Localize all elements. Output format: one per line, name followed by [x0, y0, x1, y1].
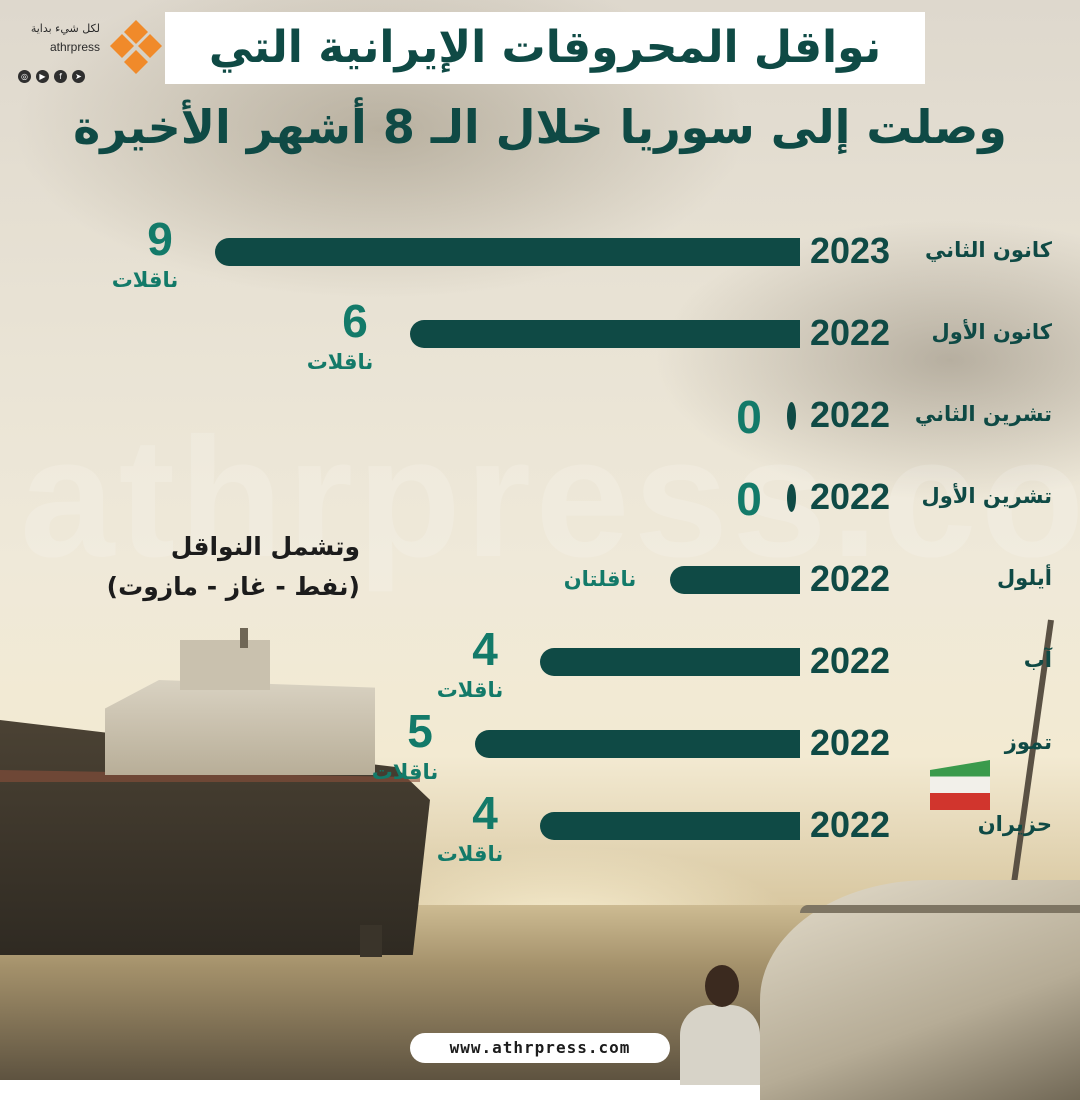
logo-slogan: لكل شيء بداية [30, 22, 100, 35]
boat [760, 880, 1080, 1100]
boat-rail [800, 905, 1080, 913]
title-banner [165, 12, 925, 84]
tanker-superstructure [105, 680, 375, 775]
page-title: نواقل المحروقات الإيرانية التي [208, 22, 882, 73]
tanker-mast [240, 628, 248, 648]
instagram-icon[interactable]: ◎ [18, 70, 31, 83]
page-subtitle: وصلت إلى سوريا خلال الـ 8 أشهر الأخيرة [73, 100, 1007, 154]
youtube-icon[interactable]: ▶ [36, 70, 49, 83]
website-url[interactable]: www.athrpress.com [410, 1033, 670, 1063]
logo-name: athrpress [49, 40, 100, 54]
note-heading: وتشمل النواقل [170, 532, 360, 561]
telegram-icon[interactable]: ➤ [72, 70, 85, 83]
social-icons: ◎ ▶ f ➤ [18, 70, 85, 83]
note-fuel-types: (نفط - غاز - مازوت) [106, 572, 360, 601]
man-figure [680, 1005, 760, 1085]
tanker-rudder [360, 925, 382, 957]
facebook-icon[interactable]: f [54, 70, 67, 83]
man-head [705, 965, 739, 1007]
watermark-text: athrpress.com [20, 403, 1080, 593]
athrpress-logo-icon [110, 20, 162, 74]
tanker-bridge [180, 640, 270, 690]
